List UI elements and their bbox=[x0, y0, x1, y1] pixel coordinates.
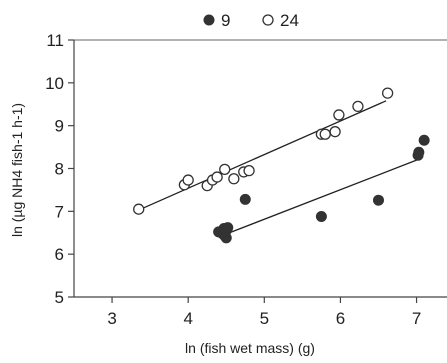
open-point-series-24 bbox=[228, 173, 240, 185]
open-point-series-24 bbox=[133, 203, 145, 215]
filled-point-series-9 bbox=[413, 146, 425, 158]
fit-line-series-9 bbox=[226, 158, 421, 235]
open-point-series-24 bbox=[243, 164, 255, 177]
open-point-series-24 bbox=[381, 87, 394, 99]
filled-point-series-9 bbox=[239, 193, 251, 205]
y-tick-label: 11 bbox=[46, 31, 64, 50]
filled-point-series-9 bbox=[220, 232, 232, 244]
filled-point-series-9 bbox=[315, 210, 327, 222]
x-tick-label: 7 bbox=[412, 309, 421, 328]
legend-label-9: 9 bbox=[221, 11, 230, 30]
filled-point-series-9 bbox=[372, 194, 384, 206]
open-point-series-24 bbox=[319, 128, 331, 140]
open-point-series-24 bbox=[333, 109, 345, 121]
y-tick-label: 8 bbox=[55, 160, 64, 179]
legend: 9 24 bbox=[203, 11, 299, 30]
fit-lines bbox=[138, 100, 421, 235]
open-point-series-24 bbox=[219, 163, 231, 176]
y-ticks: 5 6 7 8 9 10 11 bbox=[45, 31, 74, 307]
legend-marker-filled bbox=[203, 14, 215, 26]
open-point-series-24 bbox=[182, 174, 194, 186]
x-tick-label: 6 bbox=[336, 309, 345, 328]
filled-point-series-9 bbox=[418, 134, 430, 146]
y-tick-label: 7 bbox=[55, 202, 64, 221]
open-point-series-24 bbox=[329, 126, 341, 138]
x-tick-label: 4 bbox=[183, 309, 192, 328]
y-tick-label: 9 bbox=[55, 117, 64, 136]
data-points bbox=[133, 87, 430, 244]
open-point-series-24 bbox=[352, 100, 364, 113]
y-axis-title: ln (µg NH4 fish-1 h-1) bbox=[9, 103, 25, 237]
y-tick-label: 10 bbox=[45, 74, 64, 93]
legend-marker-open bbox=[262, 14, 274, 26]
x-tick-label: 3 bbox=[107, 309, 116, 328]
legend-label-24: 24 bbox=[280, 11, 299, 30]
fit-line-series-24 bbox=[138, 100, 387, 211]
y-tick-label: 5 bbox=[55, 288, 64, 307]
x-axis-title: ln (fish wet mass) (g) bbox=[185, 340, 315, 356]
x-ticks: 3 4 5 6 7 bbox=[107, 297, 421, 328]
open-point-series-24 bbox=[211, 171, 223, 183]
y-tick-label: 6 bbox=[55, 245, 64, 264]
x-tick-label: 5 bbox=[260, 309, 269, 328]
filled-point-series-9 bbox=[222, 222, 234, 234]
